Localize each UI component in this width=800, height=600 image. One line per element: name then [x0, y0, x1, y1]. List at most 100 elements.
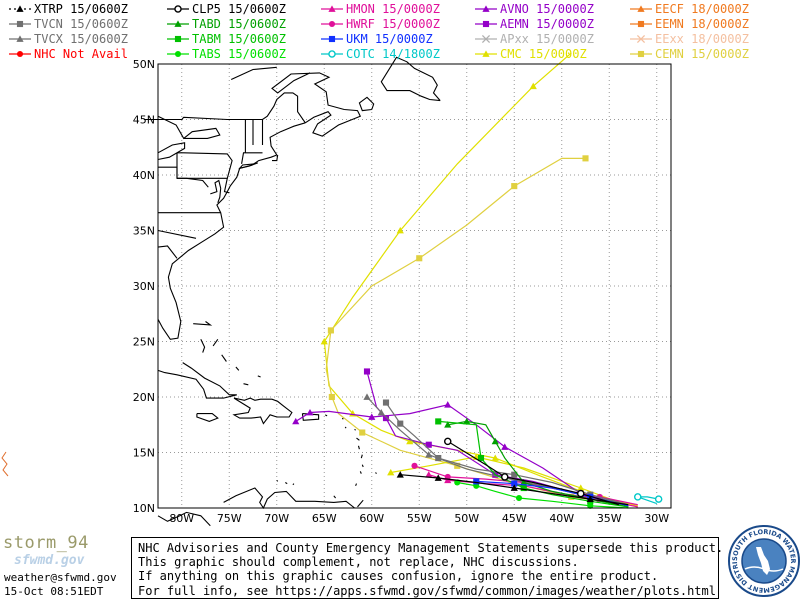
lat-tick-label: 35N: [133, 225, 155, 238]
model-legend: XTRP 15/0600Z CLP5 15/0600Z HMON 15/0000Z A…: [0, 0, 800, 61]
track-point: [473, 478, 480, 485]
track-line: [325, 157, 629, 506]
track-xtrp: [396, 471, 629, 506]
track-point: [425, 471, 433, 478]
legend-swatch: [630, 5, 652, 12]
lon-tick-label: 55W: [407, 512, 432, 525]
coastline: [157, 122, 306, 340]
track-point: [327, 327, 334, 334]
track-point: [577, 484, 585, 491]
coastline: [177, 177, 209, 188]
coastline: [257, 375, 261, 378]
coastline: [241, 152, 263, 164]
coastline: [380, 56, 441, 102]
legend-swatch: [475, 5, 497, 12]
legend-marker: [482, 5, 490, 12]
track-point: [306, 408, 314, 416]
disclaimer-box: NHC Advisories and County Emergency Mana…: [131, 537, 723, 599]
track-line: [447, 440, 619, 506]
coastline: [243, 383, 249, 386]
coastline: [176, 152, 233, 179]
coastline: [276, 479, 279, 482]
disclaimer-line: If anything on this graphic causes confu…: [138, 569, 659, 584]
track-point: [320, 337, 328, 345]
coastline: [143, 92, 306, 124]
district-seal-logo: SOUTH FLORIDA WATER MANAGEMENT DISTRICT: [728, 525, 800, 597]
coastline: [238, 162, 258, 170]
model-tracks: [292, 52, 663, 509]
track-point: [397, 420, 404, 427]
track-point: [510, 484, 518, 491]
coastline: [210, 179, 222, 203]
track-point: [586, 495, 594, 502]
track-point: [368, 413, 376, 420]
track-point: [406, 437, 414, 445]
lon-tick-label: 75W: [217, 512, 242, 525]
legend-marker: [174, 5, 182, 13]
track-point: [396, 226, 404, 234]
track-line: [438, 420, 629, 508]
legend-label: TVCX 15/0600Z: [34, 32, 128, 46]
legend-marker: [637, 50, 645, 58]
coastline: [324, 414, 328, 417]
track-point: [363, 393, 371, 400]
legend-marker: [16, 50, 24, 58]
legend-label: APxx 15/0000Z: [500, 32, 594, 46]
coastline: [193, 321, 213, 326]
coastline: [344, 426, 347, 429]
coastline: [200, 339, 206, 353]
track-tabd: [444, 417, 629, 508]
legend-label: NHC Not Avail: [34, 47, 128, 61]
legend-swatch: [475, 34, 497, 44]
legend-label: EECF 18/0000Z: [655, 2, 749, 16]
legend-label: CEMN 15/0000Z: [655, 47, 749, 61]
legend-marker: [637, 20, 645, 28]
lon-tick-label: 45W: [502, 512, 527, 525]
track-point: [511, 471, 518, 478]
axis-labels: 80W 75W 70W 65W 60W 55W 50W 45W 40W 35W 30W 50N 45N 4…: [133, 58, 670, 525]
coastline: [157, 511, 211, 527]
track-point: [359, 429, 366, 436]
track-point: [382, 415, 390, 422]
track-point: [425, 441, 432, 448]
coastline: [360, 454, 363, 459]
legend-swatch: [475, 20, 497, 28]
track-point: [411, 462, 418, 469]
lat-tick-label: 20N: [133, 391, 155, 404]
legend-marker: [328, 20, 336, 28]
track-point: [444, 401, 452, 408]
track-line: [637, 496, 659, 505]
legend-marker: [637, 5, 645, 12]
track-cmc: [320, 52, 638, 507]
legend-label: AEMN 15/0000Z: [500, 17, 594, 31]
track-point: [463, 417, 471, 425]
track-point: [292, 417, 300, 425]
legend-swatch: [9, 5, 31, 12]
coastline: [157, 245, 178, 259]
track-point: [396, 471, 404, 478]
track-point: [515, 494, 523, 502]
legend-label: AVNO 15/0000Z: [500, 2, 594, 16]
legend-marker: [174, 50, 182, 58]
issue-timestamp: 15-Oct 08:51EDT: [4, 585, 104, 598]
track-cotc: [633, 493, 663, 505]
legend-marker: [328, 5, 336, 12]
lon-tick-label: 30W: [644, 512, 669, 525]
coastline: [272, 154, 279, 162]
coastline: [354, 428, 357, 431]
coastline: [158, 166, 178, 179]
track-point: [477, 454, 485, 462]
legend-swatch: [167, 35, 189, 43]
legend-marker: [16, 35, 24, 42]
coastline: [196, 413, 219, 422]
coastline: [333, 495, 337, 499]
legend-label: XTRP 15/0600Z: [34, 2, 128, 16]
coastline: [375, 472, 377, 474]
legend-swatch: [630, 34, 652, 44]
track-point: [377, 408, 385, 416]
legend-swatch: [475, 50, 497, 57]
legend-label: TABM 15/0600Z: [192, 32, 286, 46]
track-point: [328, 393, 335, 401]
track-point: [443, 437, 452, 446]
